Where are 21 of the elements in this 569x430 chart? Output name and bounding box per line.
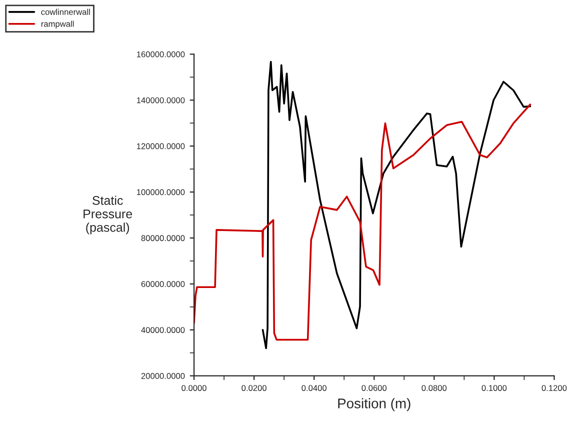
x-axis-title: Position (m) [338, 398, 410, 412]
x-tick-label: 0.0200 [242, 385, 266, 391]
y-tick-label: 120000.0000 [136, 143, 185, 150]
x-tick-label: 0.0600 [362, 385, 387, 391]
line-series [194, 104, 532, 341]
x-tick-label: 0.1200 [542, 385, 567, 391]
x-tick-label: 0.0800 [422, 385, 447, 391]
legend-label: cowlinnerwall [41, 8, 90, 15]
line-series [262, 60, 532, 350]
x-tick-label: 0.0400 [302, 385, 327, 391]
y-axis-title: Static Pressure (pascal) [84, 196, 132, 234]
y-tick-label: 100000.0000 [136, 189, 185, 196]
y-tick-label: 80000.0000 [141, 235, 185, 242]
x-tick-label: 0.1000 [482, 385, 507, 391]
y-tick-label: 140000.0000 [136, 97, 185, 104]
legend-label: rampwall [41, 20, 74, 28]
x-tick-label: 0.0000 [182, 385, 206, 391]
y-tick-label: 40000.0000 [141, 327, 185, 333]
y-tick-label: 20000.0000 [141, 373, 185, 379]
y-tick-label: 60000.0000 [141, 281, 185, 288]
y-tick-label: 160000.0000 [136, 51, 185, 58]
